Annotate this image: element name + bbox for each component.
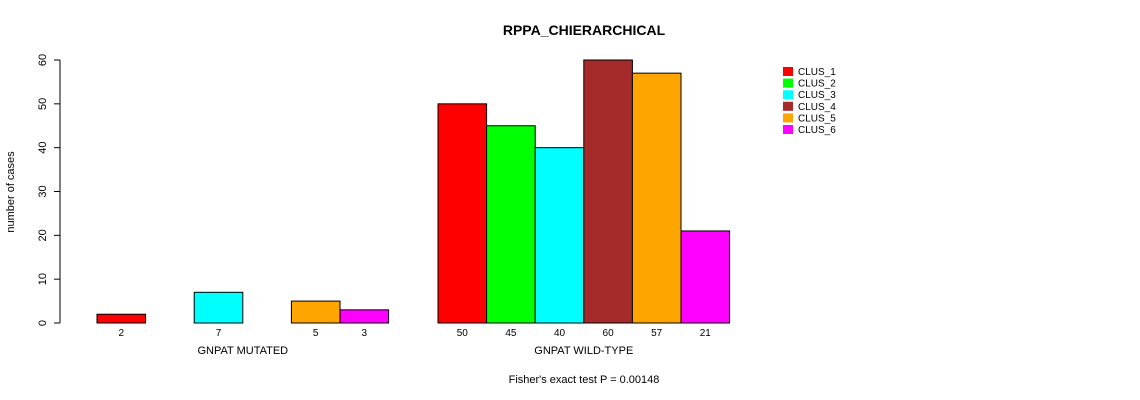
bar-clus-1 (437, 103, 488, 324)
y-tick-label: 60 (37, 54, 49, 66)
y-axis: 0 10 20 30 40 50 60 (37, 54, 61, 326)
bar-value-label: 45 (505, 328, 517, 339)
bar-value-label: 60 (603, 328, 615, 339)
y-tick-label: 0 (37, 320, 49, 326)
bar-value-label: 2 (119, 328, 125, 339)
bar-value-label: 21 (700, 328, 712, 339)
bar-clus-5 (290, 300, 341, 324)
y-tick-label: 30 (37, 185, 49, 197)
bar-clus-5 (631, 72, 682, 324)
legend-swatch (783, 101, 793, 111)
y-tick-label: 20 (37, 229, 49, 241)
bar-clus-3 (534, 147, 585, 324)
bar-clus-4 (583, 59, 633, 324)
legend-swatch (783, 67, 793, 76)
bar-value-label: 7 (216, 328, 222, 339)
legend-label: CLUS_5 (798, 113, 836, 124)
bar-value-label: 5 (313, 328, 319, 339)
chart-title: RPPA_CHIERARCHICAL (503, 22, 666, 38)
bar-clus-6 (339, 309, 390, 324)
bar-clus-3 (193, 291, 244, 324)
y-tick-label: 10 (37, 273, 49, 285)
legend-label: CLUS_6 (798, 125, 836, 136)
y-tick-label: 50 (37, 98, 49, 110)
bar-value-label: 3 (362, 328, 368, 339)
y-tick-label: 40 (37, 142, 49, 154)
bar-value-label: 57 (651, 328, 663, 339)
legend-label: CLUS_3 (798, 90, 836, 101)
bar-clus-6 (680, 230, 731, 324)
chart-subtitle: Fisher's exact test P = 0.00148 (509, 374, 660, 386)
bars: 2 7 5 3 GNPAT MUTATED 50 45 40 60 57 21 GNPAT WILD-… (96, 59, 731, 357)
bar-clus-2 (486, 125, 536, 324)
bar-value-label: 40 (554, 328, 566, 339)
group-label: GNPAT MUTATED (197, 345, 288, 357)
bar-value-label: 50 (457, 328, 469, 339)
legend-label: CLUS_4 (798, 102, 836, 113)
y-axis-label: number of cases (5, 151, 17, 233)
legend-swatch (783, 90, 793, 100)
bar-clus-1 (96, 313, 147, 324)
legend-swatch (783, 113, 793, 123)
legend-swatch (783, 125, 793, 134)
legend-label: CLUS_1 (798, 67, 836, 78)
legend-swatch (783, 78, 793, 88)
legend-label: CLUS_2 (798, 79, 836, 90)
group-label: GNPAT WILD-TYPE (534, 345, 633, 357)
